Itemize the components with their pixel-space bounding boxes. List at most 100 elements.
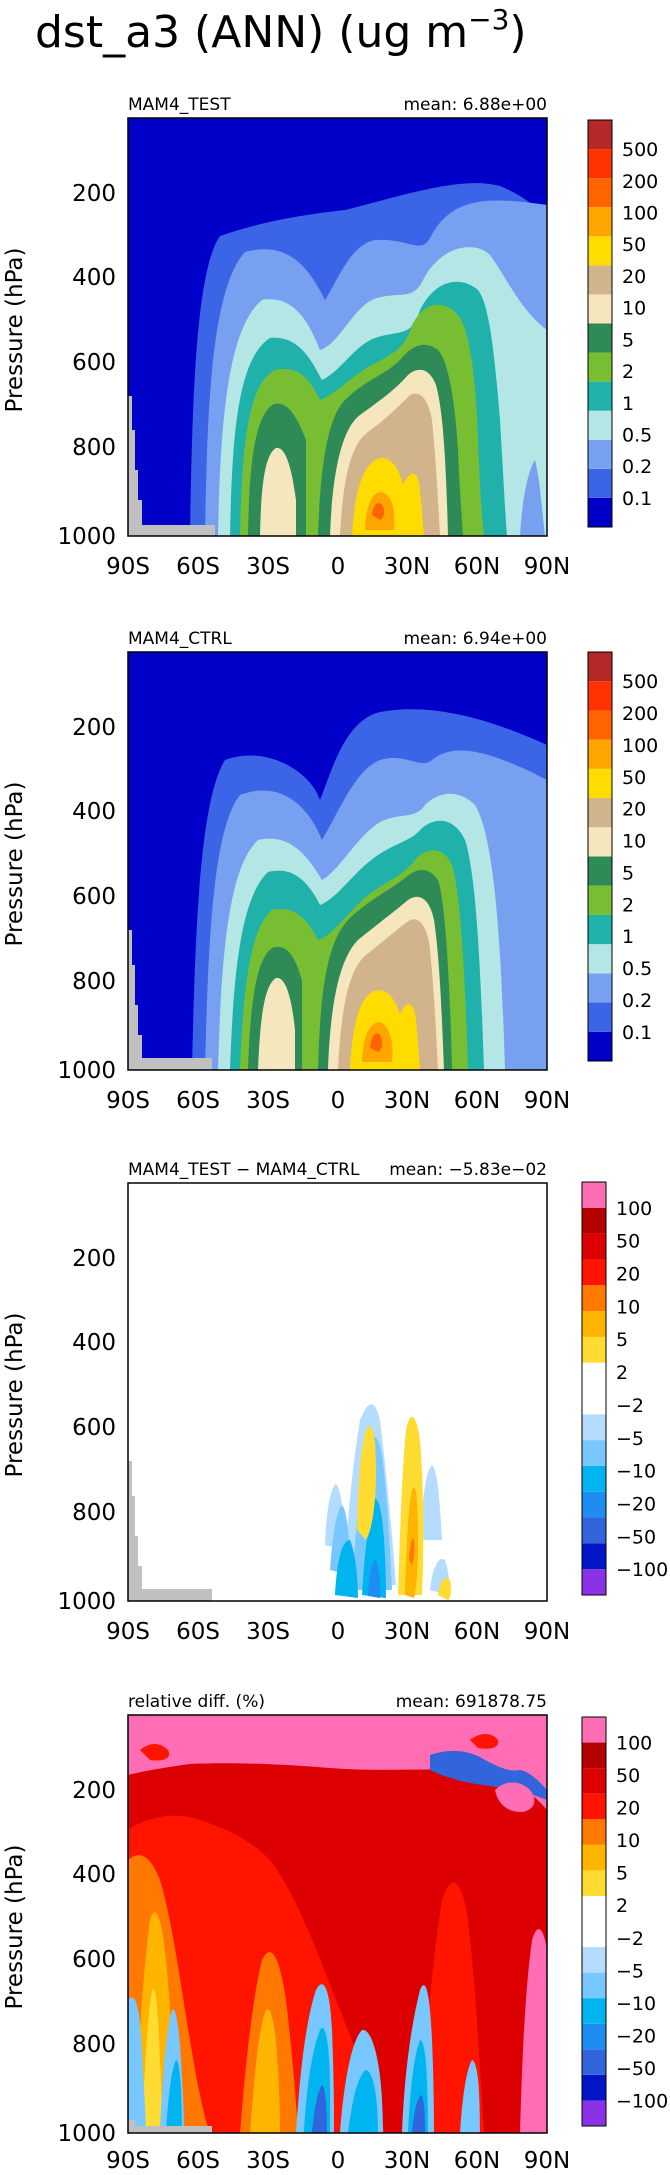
colorbar-label: 2 bbox=[616, 1362, 628, 1384]
ytick-label: 200 bbox=[72, 1246, 116, 1272]
colorbar-swatch bbox=[588, 798, 612, 828]
y-axis: 200 400 600 800 1000 Pressure (hPa) bbox=[2, 1246, 116, 1615]
colorbar-swatch bbox=[582, 1844, 606, 1871]
colorbar-label: 10 bbox=[622, 831, 646, 853]
colorbar-swatch bbox=[582, 1414, 606, 1441]
xtick-label: 90S bbox=[106, 1088, 150, 1114]
panel-3-difference: MAM4_TEST − MAM4_CTRL mean: −5.83e−02 20… bbox=[2, 1160, 668, 1645]
colorbar-swatch bbox=[582, 1362, 606, 1389]
ytick-label: 1000 bbox=[57, 524, 116, 550]
y-axis: 200 400 600 800 1000 Pressure (hPa) bbox=[2, 715, 116, 1084]
colorbar-label: 1 bbox=[622, 926, 634, 948]
colorbar-label: 200 bbox=[622, 703, 658, 725]
colorbar-label: 50 bbox=[616, 1765, 640, 1787]
colorbar-label: 500 bbox=[622, 139, 658, 161]
contour-field bbox=[128, 1183, 547, 1601]
colorbar-swatch bbox=[582, 2074, 606, 2101]
y-axis-label: Pressure (hPa) bbox=[2, 1845, 28, 2010]
y-axis: 200 400 600 800 1000 Pressure (hPa) bbox=[2, 181, 116, 550]
colorbar-swatch bbox=[588, 710, 612, 740]
colorbar-label: −100 bbox=[616, 2090, 668, 2112]
xtick-label: 30N bbox=[384, 554, 430, 580]
y-axis-label: Pressure (hPa) bbox=[2, 782, 28, 947]
colorbar-swatch bbox=[588, 149, 612, 179]
ytick-label: 800 bbox=[72, 969, 116, 995]
xtick-label: 30N bbox=[384, 1619, 430, 1645]
colorbar-label: 100 bbox=[622, 735, 658, 757]
colorbar-swatch bbox=[588, 739, 612, 769]
colorbar-frame bbox=[581, 1181, 607, 1596]
land-mask bbox=[128, 930, 212, 1070]
colorbar-label: 0.1 bbox=[622, 1022, 652, 1044]
colorbar-swatch bbox=[588, 1002, 612, 1032]
colorbar-label: 10 bbox=[622, 298, 646, 320]
colorbar-swatch bbox=[582, 1998, 606, 2024]
ytick-label: 600 bbox=[72, 884, 116, 910]
colorbar-swatch bbox=[588, 381, 612, 411]
xtick-label: 30S bbox=[246, 2148, 290, 2174]
panel-mean: mean: 6.88e+00 bbox=[403, 95, 547, 115]
colorbar-label: 200 bbox=[622, 171, 658, 193]
colorbar-swatch bbox=[582, 1543, 606, 1570]
contour-band-500 bbox=[372, 503, 385, 520]
colorbar-label: −50 bbox=[616, 1526, 656, 1548]
xtick-label: 30S bbox=[246, 1619, 290, 1645]
colorbar-swatch bbox=[588, 914, 612, 945]
colorbar-swatch bbox=[582, 1768, 606, 1794]
colorbar-swatch bbox=[582, 1182, 606, 1208]
colorbar-swatch bbox=[582, 2023, 606, 2050]
xtick-label: 0 bbox=[331, 1619, 346, 1645]
colorbar-label: 100 bbox=[616, 1198, 652, 1220]
ytick-label: 400 bbox=[72, 799, 116, 825]
colorbar-label: −5 bbox=[616, 1428, 644, 1450]
colorbar-swatch bbox=[582, 2100, 606, 2126]
contour-band-pos-2 bbox=[142, 1988, 162, 2133]
ytick-label: 600 bbox=[72, 1415, 116, 1441]
colorbar-label: 50 bbox=[616, 1231, 640, 1253]
xtick-label: 0 bbox=[331, 1088, 346, 1114]
ytick-label: 1000 bbox=[57, 2121, 116, 2147]
colorbar-swatch bbox=[582, 1233, 606, 1260]
xtick-label: 30N bbox=[384, 2148, 430, 2174]
colorbar-swatch bbox=[588, 178, 612, 208]
ytick-label: 200 bbox=[72, 181, 116, 207]
xtick-label: 60N bbox=[454, 1619, 500, 1645]
ytick-label: 200 bbox=[72, 715, 116, 741]
panel-title: MAM4_CTRL bbox=[128, 629, 232, 649]
x-axis: 90S 60S 30S 0 30N 60N 90N bbox=[106, 1619, 570, 1645]
ytick-label: 1000 bbox=[57, 1589, 116, 1615]
colorbar: 500 200 100 50 20 10 5 2 1 0.5 0.2 0.1 bbox=[587, 119, 658, 528]
colorbar-label: −100 bbox=[616, 1559, 668, 1581]
xtick-label: 60N bbox=[454, 1088, 500, 1114]
contour-band-pos-10 bbox=[409, 1538, 415, 1565]
colorbar-label: 20 bbox=[616, 1798, 640, 1820]
colorbar-swatch bbox=[588, 856, 612, 886]
panel-4-relative-diff: relative diff. (%) mean: 691878.75 200 4… bbox=[2, 1692, 668, 2174]
contour-band-neg-20 bbox=[312, 2085, 425, 2133]
colorbar-label: 0.2 bbox=[622, 990, 652, 1012]
xtick-label: 30N bbox=[384, 1088, 430, 1114]
colorbar-swatch bbox=[588, 352, 612, 382]
panel-mean: mean: 691878.75 bbox=[396, 1692, 547, 1712]
colorbar-label: 10 bbox=[616, 1296, 640, 1318]
figure-title: dst_a3 (ANN) (ug m−3) bbox=[35, 3, 527, 58]
panel-title: MAM4_TEST − MAM4_CTRL bbox=[128, 1160, 360, 1180]
contour-band-pos-20-mid bbox=[420, 1882, 484, 2133]
contour-band-sh-tongue bbox=[520, 460, 545, 536]
y-axis: 200 400 600 800 1000 Pressure (hPa) bbox=[2, 1778, 116, 2147]
colorbar-label: 2 bbox=[622, 894, 634, 916]
xtick-label: 90N bbox=[524, 554, 570, 580]
colorbar-swatch bbox=[582, 1793, 606, 1820]
xtick-label: 30S bbox=[246, 1088, 290, 1114]
colorbar-swatch bbox=[588, 973, 612, 1003]
colorbar-swatch bbox=[582, 1259, 606, 1286]
xtick-label: 0 bbox=[331, 2148, 346, 2174]
colorbar-label: 1 bbox=[622, 393, 634, 415]
colorbar-label: −10 bbox=[616, 1461, 656, 1483]
colorbar-swatch bbox=[582, 1921, 606, 1948]
figure-title-main: dst_a3 (ANN) (ug m bbox=[35, 7, 468, 58]
xtick-label: 90S bbox=[106, 2148, 150, 2174]
colorbar-swatch bbox=[582, 1285, 606, 1312]
colorbar-label: 20 bbox=[622, 799, 646, 821]
colorbar-label: −20 bbox=[616, 2025, 656, 2047]
